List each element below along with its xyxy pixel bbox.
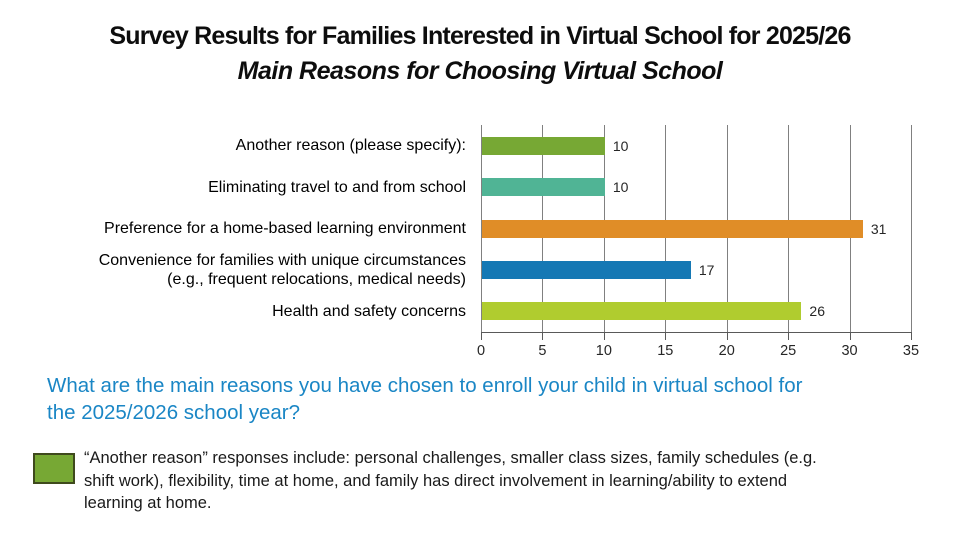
tick-label-15: 15 bbox=[657, 343, 674, 359]
survey-question: What are the main reasons you have chose… bbox=[47, 374, 803, 424]
x-axis: 0 5 10 15 20 25 30 35 bbox=[477, 333, 919, 365]
chart-title: Survey Results for Families Interested i… bbox=[109, 22, 851, 50]
chart-subtitle: Main Reasons for Choosing Virtual School bbox=[237, 57, 723, 85]
bar-1 bbox=[482, 178, 605, 197]
bar-value-label-4: 26 bbox=[809, 303, 825, 320]
tickmark-35 bbox=[911, 333, 912, 340]
tickmark-25 bbox=[788, 333, 790, 340]
bar-chart-plot-area: 10 10 31 17 26 bbox=[481, 125, 912, 333]
category-axis-labels: Another reason (please specify): Eliminat… bbox=[0, 125, 466, 332]
tickmark-0 bbox=[481, 333, 482, 340]
category-label-2: Preference for a home-based learning env… bbox=[0, 208, 466, 249]
category-label-0: Another reason (please specify): bbox=[0, 125, 466, 166]
category-label-text: Eliminating travel to and from school bbox=[208, 178, 466, 196]
tick-label-10: 10 bbox=[595, 343, 612, 359]
gridline-35 bbox=[911, 125, 912, 332]
tick-label-25: 25 bbox=[780, 343, 797, 359]
gridline-0 bbox=[481, 125, 482, 332]
bar-value-label-1: 10 bbox=[612, 179, 629, 196]
category-label-4: Health and safety concerns bbox=[0, 291, 466, 332]
tickmark-15 bbox=[665, 333, 667, 340]
tickmark-5 bbox=[542, 333, 544, 340]
title-block: Survey Results for Families Interested i… bbox=[0, 20, 960, 87]
tick-label-35: 35 bbox=[902, 343, 920, 359]
tick-label-5: 5 bbox=[538, 343, 547, 359]
tickmark-30 bbox=[849, 333, 851, 340]
bar-2 bbox=[482, 219, 863, 238]
tick-label-0: 0 bbox=[476, 343, 486, 359]
tickmark-20 bbox=[726, 333, 728, 340]
bar-3 bbox=[482, 260, 691, 279]
bar-value-label-0: 10 bbox=[612, 137, 629, 154]
bar-value-label-3: 17 bbox=[698, 261, 715, 278]
another-reason-note: “Another reason” responses include: pers… bbox=[84, 449, 817, 512]
bar-4 bbox=[482, 302, 802, 321]
category-label-text: Another reason (please specify): bbox=[235, 137, 466, 155]
category-label-text: Convenience for families with unique cir… bbox=[98, 251, 466, 288]
bar-0 bbox=[482, 136, 605, 155]
legend-swatch-another-reason bbox=[33, 453, 75, 484]
tick-label-30: 30 bbox=[841, 343, 858, 359]
bar-value-label-2: 31 bbox=[870, 220, 887, 237]
tickmark-10 bbox=[603, 333, 605, 340]
category-label-text: Health and safety concerns bbox=[272, 302, 466, 320]
category-label-3: Convenience for families with unique cir… bbox=[0, 249, 466, 290]
tick-label-20: 20 bbox=[718, 343, 735, 359]
category-label-text: Preference for a home-based learning env… bbox=[104, 219, 466, 237]
category-label-1: Eliminating travel to and from school bbox=[0, 166, 466, 207]
